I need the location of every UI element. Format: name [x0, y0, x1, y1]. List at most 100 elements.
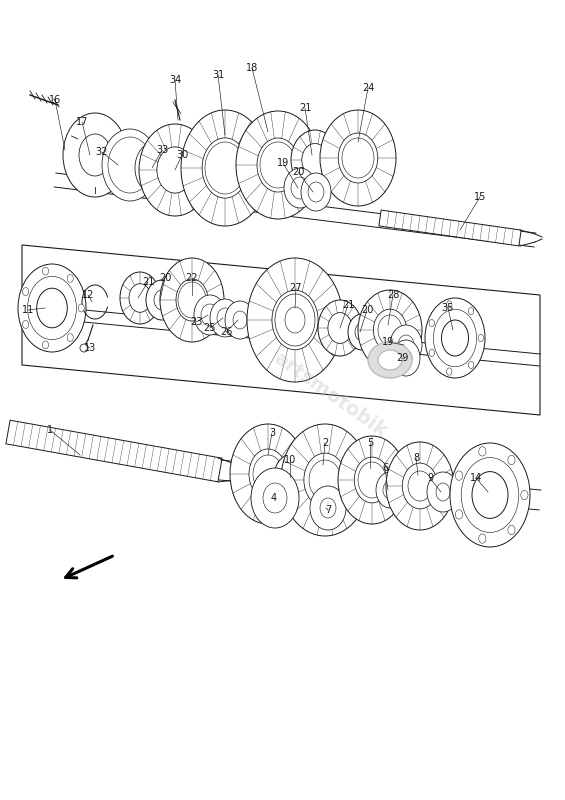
Ellipse shape	[441, 320, 468, 356]
Ellipse shape	[160, 258, 224, 342]
Ellipse shape	[236, 111, 320, 219]
Text: 27: 27	[290, 283, 302, 293]
Ellipse shape	[253, 455, 283, 493]
Text: 14: 14	[470, 473, 482, 483]
Ellipse shape	[508, 455, 515, 465]
Ellipse shape	[67, 274, 73, 282]
Ellipse shape	[251, 468, 299, 528]
Ellipse shape	[194, 295, 226, 335]
Text: 20: 20	[292, 167, 304, 177]
Ellipse shape	[37, 288, 67, 328]
Ellipse shape	[328, 313, 352, 343]
Text: 21: 21	[299, 103, 311, 113]
Ellipse shape	[446, 301, 452, 308]
Ellipse shape	[338, 436, 406, 524]
Ellipse shape	[42, 267, 49, 275]
Ellipse shape	[275, 294, 315, 346]
Text: 12: 12	[82, 290, 94, 300]
Ellipse shape	[79, 134, 111, 176]
Text: 16: 16	[49, 95, 61, 105]
Ellipse shape	[249, 449, 287, 499]
Text: 31: 31	[212, 70, 224, 80]
Text: 26: 26	[220, 327, 232, 337]
Text: 5: 5	[367, 438, 373, 448]
Ellipse shape	[178, 282, 206, 318]
Ellipse shape	[308, 182, 324, 202]
Ellipse shape	[408, 471, 432, 501]
Ellipse shape	[28, 276, 76, 340]
Ellipse shape	[263, 483, 287, 513]
Ellipse shape	[429, 319, 434, 326]
Ellipse shape	[135, 142, 175, 194]
Ellipse shape	[157, 147, 193, 193]
Ellipse shape	[120, 272, 160, 324]
Text: 21: 21	[342, 300, 354, 310]
Text: 32: 32	[96, 147, 108, 157]
Ellipse shape	[378, 350, 402, 370]
Ellipse shape	[318, 300, 362, 356]
Ellipse shape	[63, 113, 127, 197]
Ellipse shape	[23, 321, 29, 328]
Ellipse shape	[108, 137, 152, 193]
Ellipse shape	[181, 110, 269, 226]
Ellipse shape	[386, 442, 454, 530]
Polygon shape	[6, 420, 222, 482]
Text: 18: 18	[246, 63, 258, 73]
Text: 6: 6	[382, 463, 388, 473]
Ellipse shape	[427, 472, 459, 512]
Ellipse shape	[433, 309, 477, 366]
Ellipse shape	[129, 284, 151, 312]
Ellipse shape	[233, 311, 247, 329]
Ellipse shape	[446, 368, 452, 375]
Text: artsmotobik: artsmotobik	[270, 349, 390, 441]
Ellipse shape	[320, 110, 396, 206]
Ellipse shape	[398, 335, 414, 355]
Ellipse shape	[479, 534, 486, 543]
Ellipse shape	[378, 315, 402, 345]
Ellipse shape	[42, 341, 49, 349]
Ellipse shape	[225, 301, 255, 339]
Ellipse shape	[400, 350, 412, 366]
Ellipse shape	[139, 124, 211, 216]
Ellipse shape	[309, 460, 341, 500]
Text: 1: 1	[47, 425, 53, 435]
Text: 10: 10	[284, 455, 296, 465]
Ellipse shape	[358, 462, 386, 498]
Ellipse shape	[468, 362, 474, 369]
Ellipse shape	[348, 314, 376, 350]
Ellipse shape	[146, 280, 178, 320]
Ellipse shape	[479, 446, 486, 456]
Ellipse shape	[78, 304, 84, 312]
Ellipse shape	[260, 142, 296, 188]
Polygon shape	[379, 210, 521, 246]
Ellipse shape	[402, 463, 438, 509]
Text: 20: 20	[159, 273, 171, 283]
Ellipse shape	[301, 173, 331, 211]
Ellipse shape	[354, 457, 390, 503]
Text: 33: 33	[156, 145, 168, 155]
Ellipse shape	[202, 138, 248, 198]
Ellipse shape	[425, 298, 485, 378]
Text: 25: 25	[204, 323, 216, 333]
Text: 11: 11	[22, 305, 34, 315]
Ellipse shape	[157, 147, 193, 193]
Ellipse shape	[154, 290, 170, 310]
Ellipse shape	[355, 323, 369, 341]
Ellipse shape	[373, 309, 407, 350]
Ellipse shape	[18, 264, 86, 352]
Ellipse shape	[257, 138, 299, 192]
Ellipse shape	[230, 424, 306, 524]
Ellipse shape	[217, 308, 233, 328]
Ellipse shape	[368, 342, 412, 378]
Ellipse shape	[429, 350, 434, 357]
Ellipse shape	[455, 471, 463, 480]
Ellipse shape	[274, 454, 310, 500]
Text: 2: 2	[322, 438, 328, 448]
Text: 3: 3	[269, 428, 275, 438]
Text: 7: 7	[325, 505, 331, 515]
Ellipse shape	[392, 340, 420, 376]
Text: 13: 13	[84, 343, 96, 353]
Ellipse shape	[291, 177, 309, 199]
Ellipse shape	[508, 526, 515, 534]
Ellipse shape	[272, 290, 318, 350]
